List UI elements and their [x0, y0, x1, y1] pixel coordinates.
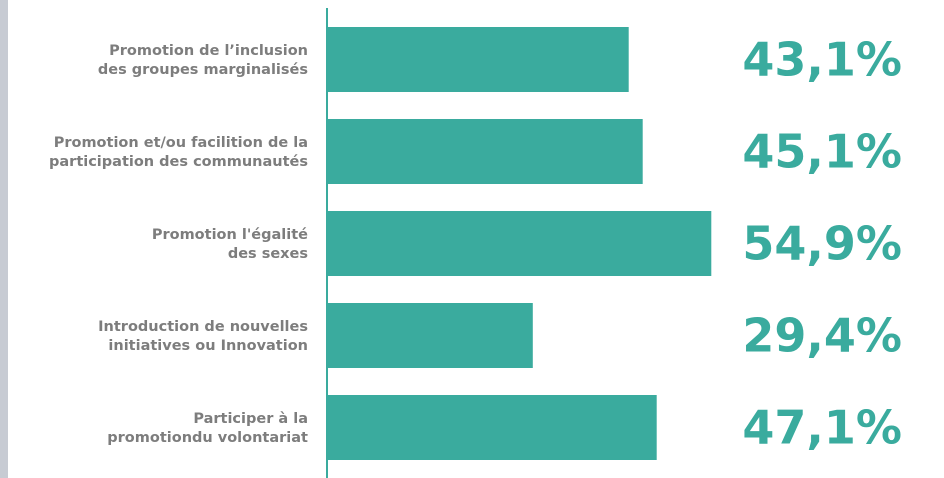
- bar-3: [327, 211, 712, 276]
- category-label-1-line-2: des groupes marginalisés: [98, 62, 308, 78]
- category-label-2-line-1: Promotion et/ou facilition de la: [54, 135, 308, 151]
- value-label-2: 45,1%: [742, 125, 902, 179]
- category-label-3-line-1: Promotion l'égalité: [152, 227, 308, 243]
- value-label-5: 47,1%: [742, 401, 902, 455]
- category-label-3-line-2: des sexes: [228, 246, 308, 262]
- bar-4: [327, 303, 533, 368]
- category-label-4-line-1: Introduction de nouvelles: [98, 319, 308, 335]
- value-label-1: 43,1%: [742, 33, 902, 87]
- bar-1: [327, 27, 629, 92]
- value-label-4: 29,4%: [742, 309, 902, 363]
- value-labels: 43,1% 45,1% 54,9% 29,4% 47,1%: [742, 33, 902, 455]
- value-label-3: 54,9%: [742, 217, 902, 271]
- category-labels: Promotion de l’inclusion des groupes marg…: [49, 43, 308, 446]
- bar-5: [327, 395, 657, 460]
- category-label-1-line-1: Promotion de l’inclusion: [109, 43, 308, 59]
- category-label-5-line-2: promotiondu volontariat: [107, 430, 308, 446]
- category-label-5-line-1: Participer à la: [193, 411, 308, 427]
- category-label-4-line-2: initiatives ou Innovation: [108, 338, 308, 354]
- bar-2: [327, 119, 643, 184]
- category-label-2-line-2: participation des communautés: [49, 154, 308, 170]
- left-border-strip: [0, 0, 8, 478]
- bars-group: [327, 27, 712, 460]
